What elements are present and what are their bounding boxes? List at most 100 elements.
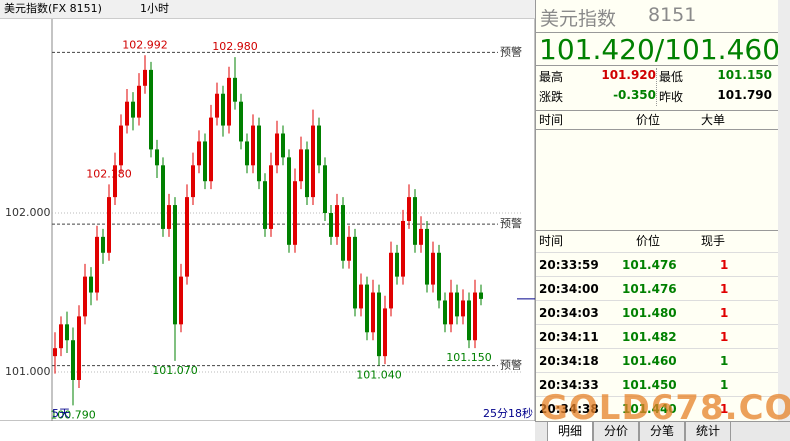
candle-body	[167, 205, 171, 229]
trade-qty: 1	[720, 330, 729, 344]
candle-body	[365, 284, 369, 333]
candle-body	[323, 165, 327, 214]
candle-body	[407, 197, 411, 221]
candle-body	[179, 276, 183, 325]
candle-body	[77, 316, 81, 380]
candle-body	[449, 292, 453, 325]
column-header: 价位	[636, 234, 661, 248]
y-tick-label: 102.000	[5, 206, 51, 219]
candle-body	[317, 125, 321, 166]
candle-body	[107, 197, 111, 253]
candle-body	[377, 292, 381, 357]
tab[interactable]: 统计	[685, 422, 731, 441]
price-annotation: 102.992	[122, 38, 168, 51]
price-annotation: 101.040	[356, 369, 402, 382]
candle-body	[221, 93, 225, 126]
trade-price: 101.476	[622, 258, 677, 272]
candle-body	[437, 252, 441, 301]
price-annotation: 102.980	[212, 40, 258, 53]
footer-right: 25分18秒	[483, 406, 533, 420]
quote-panel: 美元指数 8151 101.420/101.460 最高 101.920 最低 101…	[535, 0, 780, 441]
trade-time: 20:33:59	[539, 258, 599, 272]
candle-body	[197, 141, 201, 166]
candle-body	[359, 284, 363, 309]
stat-divider	[656, 68, 657, 106]
candle-body	[137, 85, 141, 118]
candle-body	[215, 93, 219, 118]
trade-price: 101.450	[622, 378, 677, 392]
candle-body	[269, 165, 273, 229]
stat-value: 101.920	[601, 68, 656, 82]
candle-body	[89, 276, 93, 293]
trade-row: 20:33:59 101.476 1	[536, 252, 779, 277]
candle-body	[275, 133, 279, 166]
trade-time: 20:34:38	[539, 402, 599, 416]
candle-body	[155, 149, 159, 166]
trade-qty: 1	[720, 282, 729, 296]
column-header: 大单	[701, 113, 726, 127]
candle-body	[59, 324, 63, 349]
candle-body	[131, 101, 135, 118]
candle-body	[209, 117, 213, 182]
candle-body	[347, 236, 351, 261]
candle-body	[287, 157, 291, 245]
candle-body	[257, 125, 261, 182]
column-header: 时间	[539, 234, 564, 248]
candle-body	[479, 292, 483, 299]
candle-body	[233, 77, 237, 102]
stat: 最高 101.920	[536, 68, 656, 88]
candle-body	[185, 197, 189, 277]
candle-body	[53, 348, 57, 357]
watermark: GOLD678.COM	[540, 388, 790, 428]
trade-time: 20:34:33	[539, 378, 599, 392]
candle-body	[353, 236, 357, 309]
period-button[interactable]: 1小时	[140, 2, 169, 15]
stat: 最低 101.150	[656, 68, 776, 88]
quote-code: 8151	[648, 4, 697, 26]
price-annotation: 101.150	[446, 351, 492, 364]
trade-qty: 1	[720, 402, 729, 416]
candle-body	[311, 125, 315, 198]
symbol-button[interactable]: 美元指数(FX 8151)	[4, 2, 102, 15]
alert-label: 预警	[500, 216, 522, 230]
candle-body	[173, 205, 177, 325]
candle-body	[431, 252, 435, 285]
candle-body	[461, 300, 465, 317]
candle-body	[113, 165, 117, 198]
column-header: 时间	[539, 113, 564, 127]
stat-label: 最低	[659, 70, 684, 84]
candle-body	[335, 205, 339, 237]
candle-body	[239, 101, 243, 142]
tab[interactable]: 分笔	[639, 422, 685, 441]
trade-qty: 1	[720, 306, 729, 320]
candle-body	[413, 197, 417, 245]
candle-body	[125, 101, 129, 126]
trade-row: 20:34:33 101.450 1	[536, 372, 779, 397]
alert-label: 预警	[500, 358, 522, 372]
candle-body	[161, 165, 165, 229]
tab[interactable]: 分价	[593, 422, 639, 441]
candle-body	[281, 133, 285, 158]
trade-price: 101.482	[622, 330, 677, 344]
trade-qty: 1	[720, 354, 729, 368]
scrollbar[interactable]	[778, 0, 790, 421]
trade-price: 101.480	[622, 306, 677, 320]
alert-label: 预警	[500, 44, 522, 58]
quote-name: 美元指数	[540, 8, 617, 30]
candle-body	[455, 292, 459, 317]
stat-value: -0.350	[613, 88, 656, 102]
trade-row: 20:34:00 101.476 1	[536, 276, 779, 301]
trade-time: 20:34:03	[539, 306, 599, 320]
candle-body	[245, 141, 249, 166]
candle-body	[191, 165, 195, 198]
candle-body	[65, 324, 69, 341]
candle-body	[251, 125, 255, 166]
tab[interactable]: 明细	[547, 422, 593, 441]
price-annotation: 101.070	[152, 364, 198, 377]
trade-price: 101.460	[622, 354, 677, 368]
trade-price: 101.440	[622, 402, 677, 416]
stat-label: 最高	[539, 70, 564, 84]
trade-row: 20:34:38 101.440 1	[536, 396, 779, 421]
